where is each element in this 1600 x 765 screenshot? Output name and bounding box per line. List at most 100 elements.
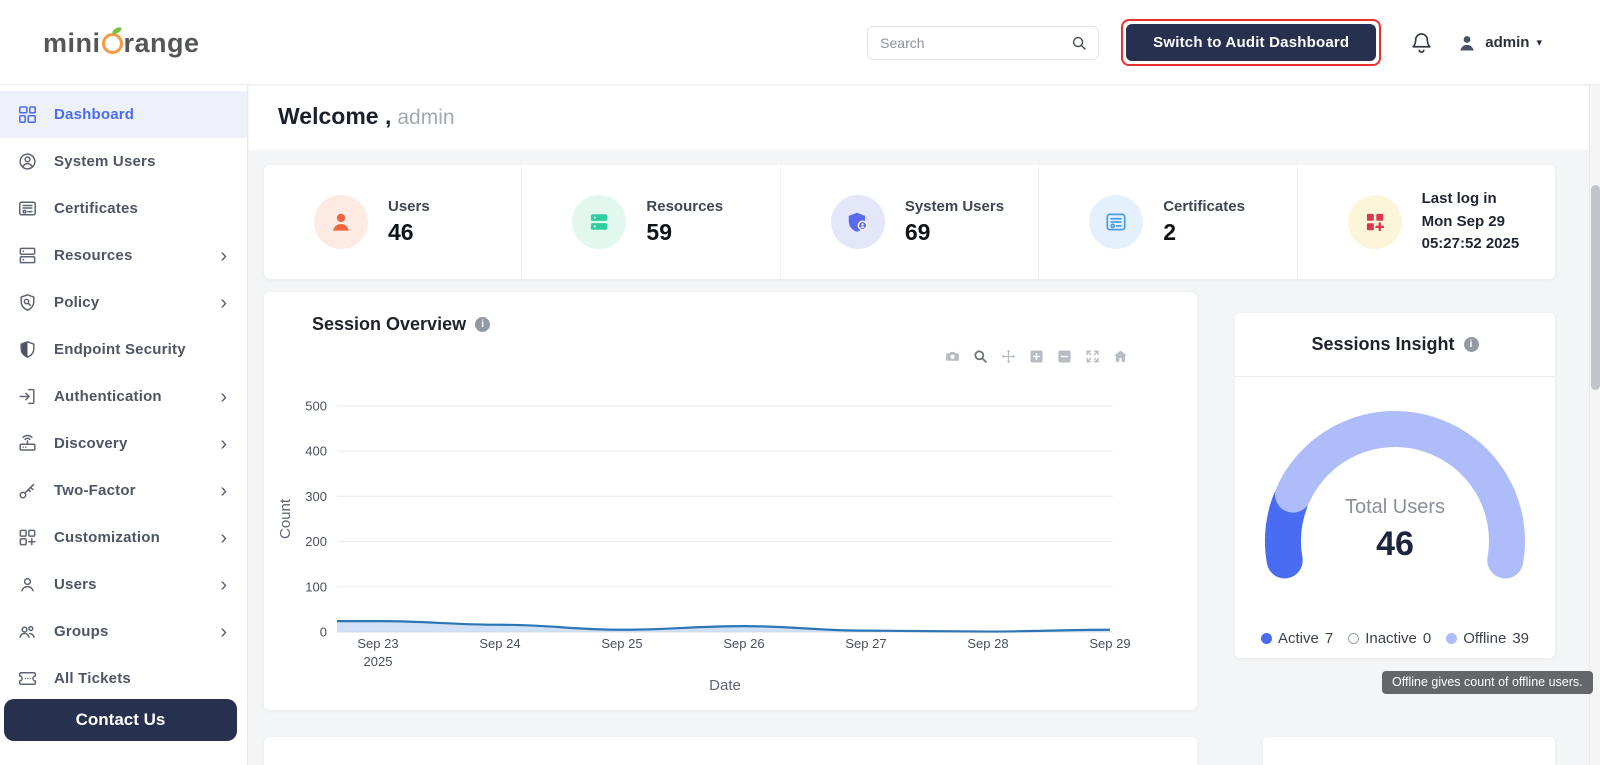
scrollbar-thumb[interactable] [1591, 185, 1600, 390]
app-logo[interactable]: mini range [43, 28, 200, 59]
sidebar-item-label: All Tickets [54, 670, 131, 687]
info-icon[interactable]: i [1463, 337, 1479, 352]
sidebar-item-customization[interactable]: Customization › [0, 514, 247, 561]
info-icon[interactable]: i [475, 317, 491, 332]
discovery-icon [16, 433, 38, 455]
chevron-right-icon: › [220, 432, 227, 455]
sidebar-item-certificates[interactable]: Certificates [0, 185, 247, 232]
chevron-down-icon: ▾ [1536, 37, 1542, 49]
page-scrollbar[interactable] [1589, 85, 1600, 765]
stat-value: 46 [388, 219, 414, 245]
svg-text:Sep 28: Sep 28 [967, 636, 1008, 651]
sidebar-item-two-factor[interactable]: Two-Factor › [0, 467, 247, 514]
stats-summary-card: Users 46 Resources 59 System Users 69 Certi… [264, 165, 1555, 279]
session-overview-chart: 0 100 200 300 400 500 Sep 23 Sep 24 Sep 25 Sep 26… [277, 399, 1131, 695]
search-input[interactable] [880, 34, 1071, 51]
next-section-card [264, 737, 1197, 765]
zoom-out-icon[interactable] [1056, 348, 1073, 365]
inactive-dot-icon [1348, 633, 1360, 644]
last-login-date: Mon Sep 29 [1421, 212, 1505, 230]
svg-text:Sep 27: Sep 27 [845, 636, 886, 651]
users-stat-icon [314, 195, 368, 249]
svg-text:0: 0 [320, 625, 327, 640]
policy-icon [16, 292, 38, 314]
sidebar-item-all-tickets[interactable]: All Tickets [0, 655, 247, 702]
zoom-in-icon[interactable] [1028, 348, 1045, 365]
sidebar-item-authentication[interactable]: Authentication › [0, 373, 247, 420]
sessions-insight-title: Sessions Insight [1311, 334, 1455, 354]
stat-value: 59 [646, 219, 672, 245]
notifications-bell-icon[interactable] [1409, 30, 1434, 55]
user-menu[interactable]: admin ▾ [1456, 32, 1542, 54]
welcome-strip: Welcome , admin [249, 86, 1600, 150]
sidebar-item-dashboard[interactable]: Dashboard [0, 91, 247, 138]
session-overview-card: Session Overview i 0 100 200 300 400 500 Sep 2… [264, 292, 1197, 710]
active-dot-icon [1260, 633, 1272, 644]
chevron-right-icon: › [220, 479, 227, 502]
reset-axes-home-icon[interactable] [1112, 348, 1129, 365]
top-header: mini range Switch to Audit Dashboard admi… [0, 0, 1600, 85]
chevron-right-icon: › [220, 244, 227, 267]
gauge-segment-offline [1275, 411, 1525, 579]
stat-value: 2 [1163, 219, 1177, 245]
welcome-prefix: Welcome , [278, 103, 392, 129]
legend-item-active: Active 7 [1260, 630, 1333, 647]
switch-button-highlight: Switch to Audit Dashboard [1121, 19, 1382, 66]
switch-to-audit-dashboard-button[interactable]: Switch to Audit Dashboard [1126, 24, 1377, 61]
session-overview-title: Session Overview [312, 314, 467, 334]
svg-text:Sep 29: Sep 29 [1089, 636, 1130, 651]
camera-snapshot-icon[interactable] [944, 348, 961, 365]
contact-us-button[interactable]: Contact Us [4, 699, 237, 741]
offline-tooltip: Offline gives count of offline users. [1382, 671, 1593, 694]
all-tickets-icon [16, 668, 38, 690]
sidebar-item-discovery[interactable]: Discovery › [0, 420, 247, 467]
stat-system-users: System Users 69 [779, 165, 1038, 279]
search-icon[interactable] [1070, 34, 1088, 52]
welcome-username: admin [397, 106, 455, 129]
zoom-mode-icon[interactable] [972, 348, 989, 365]
sidebar-item-endpoint-security[interactable]: Endpoint Security [0, 326, 247, 373]
svg-text:Sep 23: Sep 23 [357, 636, 398, 651]
sidebar-item-label: Dashboard [54, 106, 135, 123]
svg-text:400: 400 [305, 444, 327, 459]
sidebar-item-label: Authentication [54, 388, 162, 405]
page-title: Welcome , admin [278, 103, 455, 130]
chevron-right-icon: › [220, 385, 227, 408]
svg-text:Date: Date [709, 677, 741, 694]
stat-last-login: Last log in Mon Sep 29 05:27:52 2025 [1296, 165, 1555, 279]
legend-item-offline: Offline 39 [1446, 630, 1529, 647]
svg-text:500: 500 [305, 399, 327, 414]
authentication-icon [16, 386, 38, 408]
sessions-insight-card: Sessions Insight i Total Users 46 Active… [1235, 313, 1555, 658]
total-users-gauge [1265, 411, 1525, 579]
groups-icon [16, 621, 38, 643]
dashboard-icon [16, 104, 38, 126]
chevron-right-icon: › [220, 620, 227, 643]
sidebar-item-policy[interactable]: Policy › [0, 279, 247, 326]
chevron-right-icon: › [220, 291, 227, 314]
stat-label: Users [388, 198, 430, 215]
two-factor-key-icon [16, 480, 38, 502]
sidebar-item-users[interactable]: Users › [0, 561, 247, 608]
svg-text:Sep 24: Sep 24 [479, 636, 520, 651]
logo-orange-icon [101, 33, 123, 54]
certificates-stat-icon [1089, 195, 1144, 249]
chart-line [336, 620, 1111, 633]
sidebar-item-label: Discovery [54, 435, 128, 452]
sidebar-item-label: Two-Factor [54, 482, 136, 499]
sidebar-item-resources[interactable]: Resources › [0, 232, 247, 279]
svg-text:200: 200 [305, 534, 327, 549]
svg-text:2025: 2025 [364, 654, 393, 669]
username-label: admin [1485, 34, 1530, 51]
sidebar-item-system-users[interactable]: System Users [0, 138, 247, 185]
search-box [867, 25, 1100, 60]
pan-mode-icon[interactable] [1000, 348, 1017, 365]
endpoint-security-icon [16, 339, 38, 361]
svg-text:300: 300 [305, 489, 327, 504]
user-avatar-icon [1456, 32, 1478, 54]
last-login-label: Last log in [1421, 190, 1497, 208]
autoscale-icon[interactable] [1084, 348, 1101, 365]
svg-text:100: 100 [305, 579, 327, 594]
sidebar-item-label: Certificates [54, 200, 139, 217]
sidebar-item-groups[interactable]: Groups › [0, 608, 247, 655]
